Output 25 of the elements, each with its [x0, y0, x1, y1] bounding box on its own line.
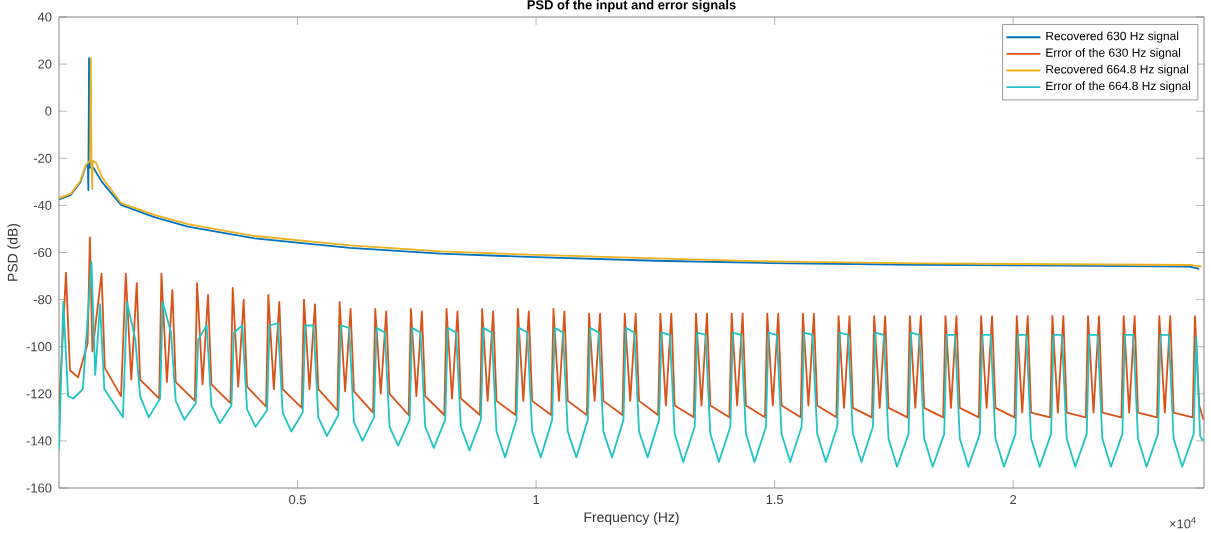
y-tick-label: -20 [33, 153, 52, 163]
line-series [59, 261, 1205, 468]
line-series [59, 236, 1205, 421]
legend-label: Recovered 630 Hz signal [1046, 31, 1179, 43]
x-tick-label: 1 [533, 495, 540, 504]
x-tick-label: 2 [1010, 495, 1017, 505]
y-tick-label: -40 [33, 200, 52, 210]
x-tick-label: 0.5 [289, 495, 306, 505]
y-tick-label: 20 [38, 59, 52, 69]
text: ×10$^{4}$ [1169, 517, 1196, 529]
y-axis-title: PSD (dB) [7, 223, 21, 281]
y-tick-label: -100 [26, 342, 52, 352]
y-tick-label: -120 [26, 389, 52, 399]
legend-label: Error of the 664.8 Hz signal [1046, 81, 1191, 93]
legend-label: Error of the 630 Hz signal [1046, 48, 1181, 60]
y-tick-label: -60 [33, 247, 52, 258]
y-tick-label: -80 [33, 295, 52, 305]
chart-title: PSD of the input and error signals [527, 0, 736, 12]
x-tick-label: 1.5 [766, 495, 784, 505]
y-tick-label: 0 [45, 106, 52, 116]
y-tick-label: -140 [26, 436, 52, 446]
y-tick-label: -160 [26, 483, 52, 493]
x-axis-title: Frequency (Hz) [584, 511, 679, 525]
legend-label: Recovered 664.8 Hz signal [1046, 64, 1189, 76]
y-tick-label: 40 [37, 12, 52, 22]
